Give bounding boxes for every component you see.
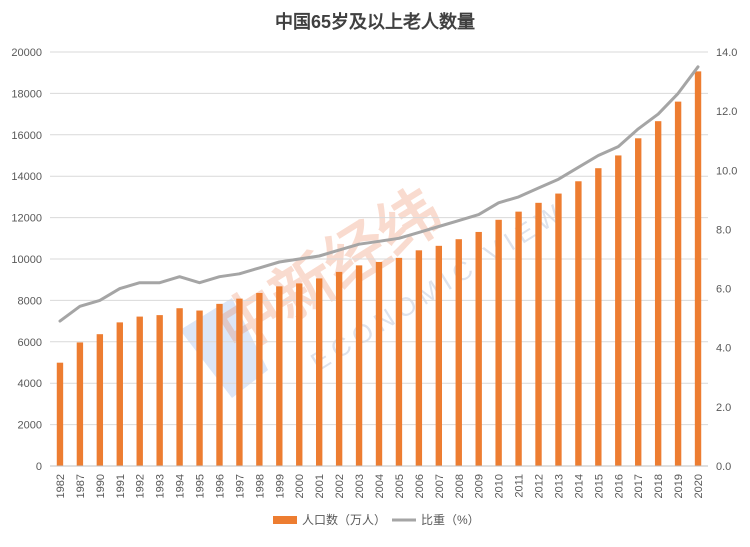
left-y-axis: 0 2000 4000 6000 8000 10000 12000 14000 16000 180… [11,47,42,473]
x-axis-tick-label: 1982 [55,474,67,498]
bar-1995 [196,311,202,466]
bar-1990 [97,334,103,466]
bar-1993 [156,315,162,466]
left-axis-tick-label: 10000 [11,254,42,266]
x-axis-tick-label: 2007 [434,474,446,498]
bar-2017 [635,138,641,466]
x-axis-tick-label: 2001 [314,474,326,498]
x-axis-tick-label: 2018 [653,474,665,498]
x-axis-tick-label: 2006 [414,474,426,498]
bar-1992 [137,317,143,466]
bar-2006 [416,250,422,466]
bar-2019 [675,102,681,466]
bar-1999 [276,286,282,466]
x-axis-tick-label: 1996 [214,474,226,498]
bar-1997 [236,299,242,466]
x-axis-tick-label: 2019 [673,474,685,498]
x-axis-tick-label: 1991 [115,474,127,498]
x-axis-tick-label: 2020 [693,474,705,498]
bar-2008 [456,239,462,466]
bar-2015 [595,168,601,466]
x-axis-tick-label: 1997 [234,474,246,498]
x-axis-tick-label: 2000 [294,474,306,498]
left-axis-tick-label: 4000 [18,378,42,390]
x-axis-tick-label: 1990 [95,474,107,498]
right-axis-tick-label: 8.0 [716,224,731,236]
x-axis: 1982 1987 1990 1991 1992 1993 1994 1995 1996 1997… [50,466,708,498]
bar-2016 [615,155,621,466]
right-axis-tick-label: 4.0 [716,343,731,355]
x-axis-tick-label: 1992 [135,474,147,498]
legend-label-ratio: 比重（%） [421,513,480,527]
x-axis-tick-label: 2009 [474,474,486,498]
legend-swatch-population [273,516,297,524]
left-axis-tick-label: 16000 [11,130,42,142]
bar-2003 [356,265,362,466]
bar-2018 [655,121,661,466]
x-axis-tick-label: 2014 [573,474,585,498]
right-axis-tick-label: 0.0 [716,461,731,473]
x-axis-tick-label: 2002 [334,474,346,498]
bar-1982 [57,363,63,466]
x-axis-tick-label: 1987 [75,474,87,498]
x-axis-tick-label: 2008 [454,474,466,498]
bar-2010 [495,220,501,466]
bar-2011 [515,212,521,466]
left-axis-tick-label: 6000 [18,337,42,349]
bar-2020 [695,71,701,466]
x-axis-tick-label: 2012 [534,474,546,498]
bar-series-population [57,71,701,466]
x-axis-tick-label: 1993 [155,474,167,498]
x-axis-tick-label: 1998 [254,474,266,498]
x-axis-tick-label: 2017 [633,474,645,498]
bar-2009 [476,232,482,466]
bar-2014 [575,181,581,466]
x-axis-tick-label: 2004 [374,474,386,498]
x-axis-tick-label: 2015 [593,474,605,498]
left-axis-tick-label: 20000 [11,47,42,59]
bar-1987 [77,342,83,466]
left-axis-tick-label: 2000 [18,420,42,432]
left-axis-tick-label: 14000 [11,171,42,183]
bar-2000 [296,283,302,466]
bar-2013 [555,194,561,466]
bar-2005 [396,258,402,466]
right-axis-tick-label: 14.0 [716,47,737,59]
x-axis-tick-label: 2010 [494,474,506,498]
bar-1994 [176,308,182,466]
left-axis-tick-label: 8000 [18,295,42,307]
x-axis-tick-label: 2005 [394,474,406,498]
bar-2007 [436,246,442,466]
x-axis-tick-label: 1994 [175,474,187,498]
x-axis-tick-label: 2016 [613,474,625,498]
right-axis-tick-label: 2.0 [716,402,731,414]
x-axis-tick-label: 1999 [274,474,286,498]
bar-1991 [117,322,123,466]
bar-1996 [216,304,222,466]
right-axis-tick-label: 12.0 [716,106,737,118]
chart-title: 中国65岁及以上老人数量 [275,11,475,32]
right-axis-tick-label: 10.0 [716,165,737,177]
bar-1998 [256,293,262,466]
bar-2001 [316,278,322,466]
x-axis-tick-label: 2013 [553,474,565,498]
right-y-axis: 0.0 2.0 4.0 6.0 8.0 10.0 12.0 14.0 [716,47,737,473]
x-axis-tick-label: 1995 [195,474,207,498]
left-axis-tick-label: 18000 [11,88,42,100]
bar-2002 [336,272,342,466]
left-axis-tick-label: 12000 [11,213,42,225]
x-axis-tick-label: 2011 [514,474,526,498]
left-axis-tick-label: 0 [36,461,42,473]
bar-2012 [535,203,541,466]
x-axis-tick-label: 2003 [354,474,366,498]
legend-label-population: 人口数（万人） [302,512,386,527]
bar-2004 [376,262,382,466]
legend: 人口数（万人） 比重（%） [273,512,480,527]
right-axis-tick-label: 6.0 [716,284,731,296]
